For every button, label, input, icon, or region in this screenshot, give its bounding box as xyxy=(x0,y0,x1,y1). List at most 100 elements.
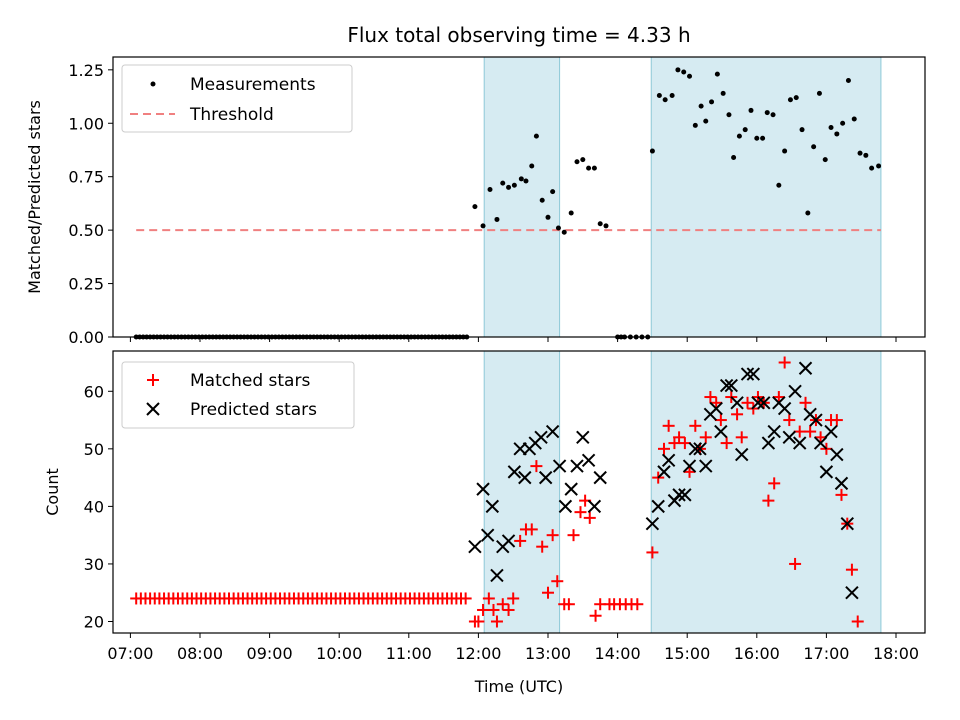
matched-star-point xyxy=(525,523,538,536)
predicted-star-point xyxy=(693,442,707,456)
predicted-star-point xyxy=(746,367,761,381)
measurement-point xyxy=(506,184,512,190)
measurement-point xyxy=(731,154,737,160)
matched-star-point xyxy=(496,598,509,611)
x-tick-label: 18:00 xyxy=(873,644,919,663)
predicted-star-point xyxy=(714,424,728,439)
predicted-star-point xyxy=(518,470,532,485)
predicted-star-point xyxy=(545,424,560,439)
predicted-star-point xyxy=(813,436,828,450)
matched-star-point xyxy=(646,546,659,559)
shaded-interval xyxy=(650,56,882,338)
predicted-star-point xyxy=(757,396,771,410)
predicted-star-point xyxy=(724,378,738,393)
y-tick-label: 50 xyxy=(84,440,104,459)
measurement-point xyxy=(793,95,799,101)
predicted-star-point xyxy=(845,586,859,600)
measurement-point xyxy=(480,223,486,229)
matched-star-point xyxy=(678,437,691,450)
shaded-interval xyxy=(650,350,882,634)
measurement-point xyxy=(782,148,788,154)
chart-title: Flux total observing time = 4.33 h xyxy=(347,23,690,47)
measurement-point xyxy=(681,69,687,75)
x-tick-label: 15:00 xyxy=(664,644,710,663)
predicted-star-point xyxy=(824,424,838,439)
predicted-star-point xyxy=(581,453,596,468)
measurement-point xyxy=(545,214,551,220)
matched-star-point xyxy=(536,540,549,553)
measurement-point xyxy=(555,225,561,231)
matched-star-point xyxy=(835,488,848,501)
matched-star-point xyxy=(567,529,580,542)
predicted-star-point xyxy=(657,465,671,479)
predicted-star-point xyxy=(576,430,590,445)
measurement-point xyxy=(487,187,493,193)
measurement-point xyxy=(764,110,770,116)
bottom-panel: 20 30 40 50 60 07:00 08:00 09:00 10:00 11:00 12:0… xyxy=(43,350,926,696)
x-tick-label: 10:00 xyxy=(316,644,362,663)
matched-star-point xyxy=(689,419,702,432)
predicted-star-point xyxy=(678,488,692,502)
bottom-shaded-intervals xyxy=(483,350,882,634)
predicted-star-point xyxy=(661,453,676,468)
matched-star-point xyxy=(741,396,754,409)
legend-predicted-marker xyxy=(146,402,160,416)
measurement-point xyxy=(597,221,603,227)
predicted-star-point xyxy=(788,384,802,398)
measurement-point xyxy=(811,144,817,150)
top-x-ticks xyxy=(129,337,897,342)
measurement-point xyxy=(494,216,500,222)
predicted-star-point xyxy=(840,516,854,531)
matched-star-point xyxy=(472,615,485,628)
legend-predicted-label: Predicted stars xyxy=(190,400,317,420)
x-axis-label: Time (UTC) xyxy=(474,677,563,696)
predicted-star-point xyxy=(709,401,723,416)
bottom-y-axis-label: Count xyxy=(43,468,62,516)
top-legend-box xyxy=(121,64,353,133)
measurement-point xyxy=(568,210,574,216)
matched-star-point xyxy=(772,391,785,404)
bottom-axes-frame xyxy=(112,350,926,634)
top-shaded-intervals xyxy=(483,56,882,338)
predicted-star-point xyxy=(564,482,578,496)
measurement-point xyxy=(698,103,704,109)
predicted-star-point xyxy=(476,482,490,496)
legend-matched-marker xyxy=(147,374,159,386)
x-tick-label: 07:00 xyxy=(107,644,153,663)
matched-star-point xyxy=(704,391,717,404)
matched-star-point xyxy=(768,477,781,490)
matched-star-point xyxy=(658,442,670,455)
predicted-star-point xyxy=(699,459,713,473)
legend-threshold-label: Threshold xyxy=(189,105,274,125)
measurement-point xyxy=(828,125,834,131)
top-axes-frame xyxy=(112,56,926,338)
measurement-point xyxy=(863,152,869,158)
predicted-star-point xyxy=(793,436,807,450)
measurement-point xyxy=(857,150,863,156)
predicted-star-point xyxy=(480,528,495,542)
x-tick-label: 17:00 xyxy=(803,644,849,663)
x-tick-label: 13:00 xyxy=(525,644,571,663)
y-tick-label: 0.75 xyxy=(68,168,104,187)
y-tick-label: 0.50 xyxy=(68,221,104,240)
matched-star-point xyxy=(589,609,602,622)
predicted-star-point xyxy=(809,413,823,427)
matched-star-point xyxy=(459,592,472,605)
matched-star-point xyxy=(799,396,812,409)
predicted-star-point xyxy=(751,396,765,410)
measurement-point xyxy=(662,97,668,103)
matched-star-point xyxy=(683,465,696,478)
matched-star-point xyxy=(789,557,802,570)
matched-star-point xyxy=(814,431,827,444)
matched-star-point xyxy=(699,431,712,444)
measurement-point xyxy=(675,67,681,73)
measurement-point xyxy=(776,182,782,188)
matched-star-point xyxy=(477,603,490,616)
measurement-point xyxy=(539,197,545,203)
matched-star-point xyxy=(714,414,727,427)
measurement-point xyxy=(529,163,535,169)
y-tick-label: 1.00 xyxy=(68,114,104,133)
measurement-point xyxy=(692,122,698,128)
predicted-star-point xyxy=(534,430,548,445)
predicted-star-point xyxy=(777,401,792,416)
